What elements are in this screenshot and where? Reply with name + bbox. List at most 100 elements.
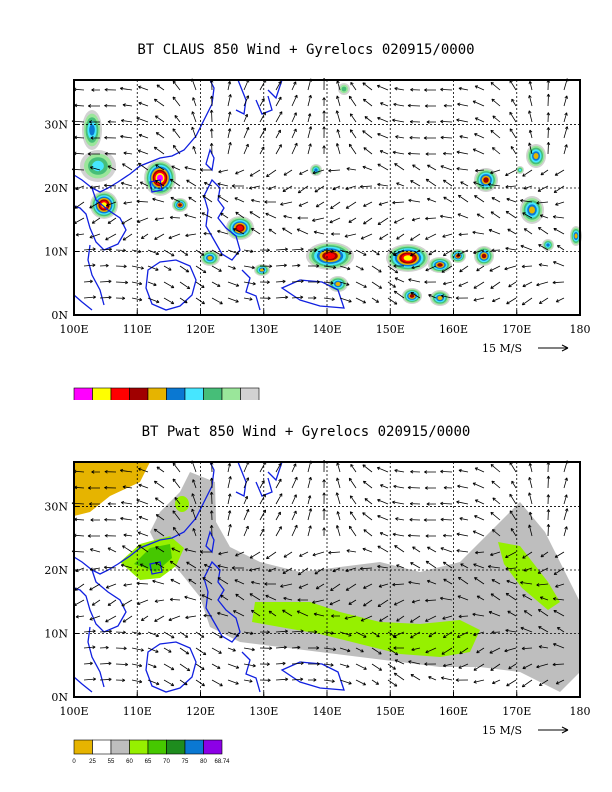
wind-arrow <box>546 494 551 505</box>
coastline-segment <box>255 79 283 115</box>
wind-arrow <box>307 143 312 155</box>
wind-arrow <box>195 265 207 274</box>
wind-arrow <box>89 166 101 171</box>
wind-arrow <box>335 492 341 505</box>
wind-arrow <box>410 562 421 569</box>
coastline-segment <box>280 661 345 691</box>
wind-vectors <box>71 78 569 306</box>
wind-arrow <box>217 182 229 187</box>
wind-arrow <box>131 679 143 684</box>
wind-arrow <box>371 281 383 289</box>
wind-arrow <box>458 614 469 619</box>
wind-arrow <box>487 182 501 187</box>
wind-arrow <box>275 96 282 107</box>
wind-arrow <box>291 128 297 139</box>
wind-arrow <box>424 104 436 108</box>
wind-arrow <box>291 142 298 155</box>
wind-arrow <box>424 470 436 474</box>
wind-arrow <box>456 150 469 155</box>
wind-arrow <box>407 533 421 538</box>
wind-arrow <box>323 631 335 635</box>
wind-arrow <box>425 233 437 240</box>
wind-arrow <box>83 295 97 299</box>
wind-arrow <box>154 115 165 123</box>
wind-arrow <box>299 551 309 557</box>
wind-arrow <box>147 631 160 638</box>
wind-arrow <box>362 130 373 139</box>
wind-arrow <box>137 544 149 553</box>
wind-arrow <box>137 149 149 155</box>
wind-arrow <box>179 297 188 304</box>
wind-arrow <box>491 297 501 303</box>
wind-arrow <box>339 647 351 653</box>
wind-arrow <box>209 491 214 505</box>
colorbar2-swatch <box>203 739 223 755</box>
wind-arrow <box>184 548 197 553</box>
wind-arrow <box>362 98 373 107</box>
cloud-region <box>335 282 341 286</box>
wind-arrow <box>209 128 214 139</box>
coastline-segment <box>73 676 93 693</box>
wind-arrow <box>379 615 389 622</box>
wind-arrow <box>410 631 421 639</box>
wind-arrow <box>350 463 357 473</box>
wind-arrow <box>202 577 213 585</box>
wind-arrow <box>107 165 117 171</box>
wind-arrow <box>122 163 133 171</box>
wind-arrow <box>458 232 469 237</box>
wind-arrow <box>521 297 533 306</box>
wind-arrow <box>75 614 85 619</box>
wind-arrow <box>521 646 533 651</box>
wind-arrow <box>163 265 172 271</box>
cloud-region <box>207 256 213 260</box>
cloud-region <box>101 202 107 208</box>
cloud-region <box>546 243 550 247</box>
wind-arrow <box>536 281 549 287</box>
wind-arrow <box>474 117 485 123</box>
wind-arrow <box>538 645 549 649</box>
wind-arrow <box>523 610 533 617</box>
colorbar2-swatch <box>184 739 204 755</box>
wind-arrow <box>442 249 453 257</box>
wind-arrow <box>179 265 190 273</box>
wind-arrow <box>235 551 245 557</box>
wind-arrow <box>411 217 421 222</box>
coastline <box>73 79 345 311</box>
wind-arrow <box>489 647 501 654</box>
wind-arrow <box>312 599 325 604</box>
wind-arrow <box>522 594 533 601</box>
wind-arrow <box>491 679 501 685</box>
wind-arrow <box>120 563 133 569</box>
wind-arrow <box>410 233 421 241</box>
wind-arrow <box>506 297 517 305</box>
panel2-title: BT Pwat 850 Wind + Gyrelocs 020915/0000 <box>141 424 471 440</box>
wind-arrow <box>227 265 236 270</box>
cloud-region <box>437 263 443 267</box>
wind-arrow <box>408 660 421 665</box>
wind-arrow <box>168 615 181 622</box>
wind-arrow <box>297 598 308 602</box>
wind-arrow <box>268 228 277 235</box>
wind-arrow <box>412 546 421 553</box>
colorbar2-label: 25 <box>89 759 96 765</box>
wind-arrow <box>174 497 181 505</box>
wind-arrow <box>335 110 341 123</box>
wind-arrow <box>291 94 298 107</box>
wind-arrow <box>250 198 261 203</box>
wind-arrow <box>163 631 175 639</box>
wind-arrow <box>282 227 293 235</box>
wind-arrow <box>307 126 313 139</box>
wind-arrow <box>155 164 165 171</box>
wind-arrow <box>103 565 117 570</box>
wind-arrow <box>266 169 277 178</box>
wind-arrow <box>339 663 350 668</box>
wind-arrow <box>163 647 172 653</box>
wind-arrow <box>563 526 568 537</box>
gridlines <box>74 80 580 315</box>
wind-arrow <box>377 182 389 187</box>
wind-arrow <box>115 280 129 285</box>
wind-arrow <box>227 281 240 287</box>
vector-scale-label: 15 M/S <box>482 724 522 737</box>
wind-arrow <box>538 626 549 633</box>
wind-arrow <box>203 181 213 187</box>
